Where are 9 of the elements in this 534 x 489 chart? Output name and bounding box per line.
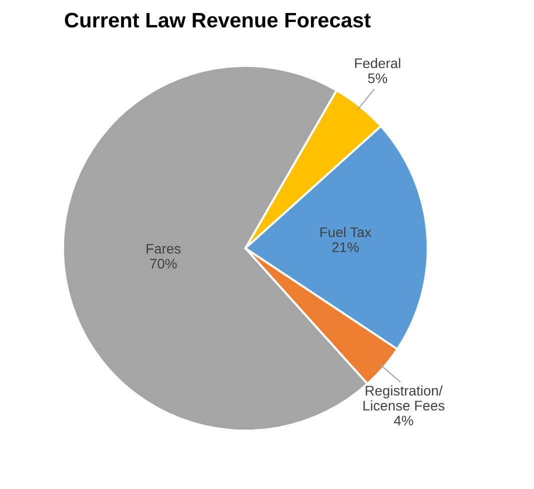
chart-title: Current Law Revenue Forecast bbox=[64, 12, 371, 28]
slice-label: Registration/ License Fees bbox=[363, 385, 444, 411]
data-label: 70% bbox=[150, 258, 177, 269]
data-label: 21% bbox=[332, 242, 359, 252]
slice-label: Fuel Tax bbox=[320, 226, 372, 238]
slice-label: Fares bbox=[146, 244, 181, 254]
data-label: 5% bbox=[368, 73, 388, 84]
data-label: 4% bbox=[394, 416, 414, 426]
slice-label: Federal bbox=[355, 58, 400, 68]
